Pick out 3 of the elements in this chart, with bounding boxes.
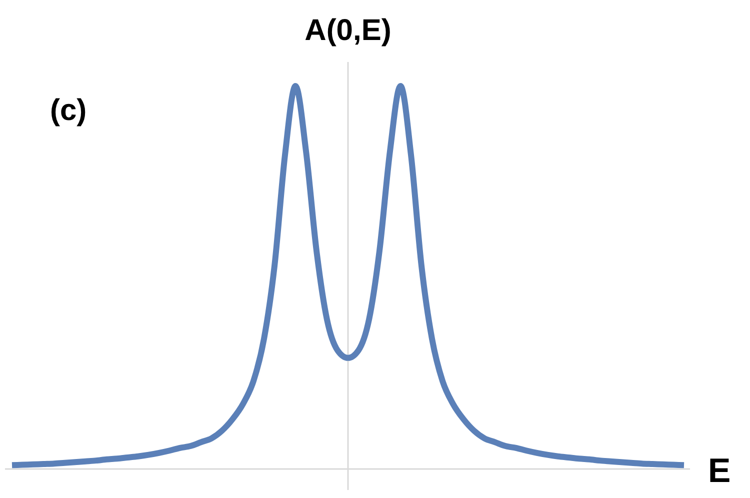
annotation: (c) (50, 94, 87, 127)
y-axis-title: A(0,E) (304, 14, 392, 47)
x-axis-title: E (708, 452, 731, 490)
